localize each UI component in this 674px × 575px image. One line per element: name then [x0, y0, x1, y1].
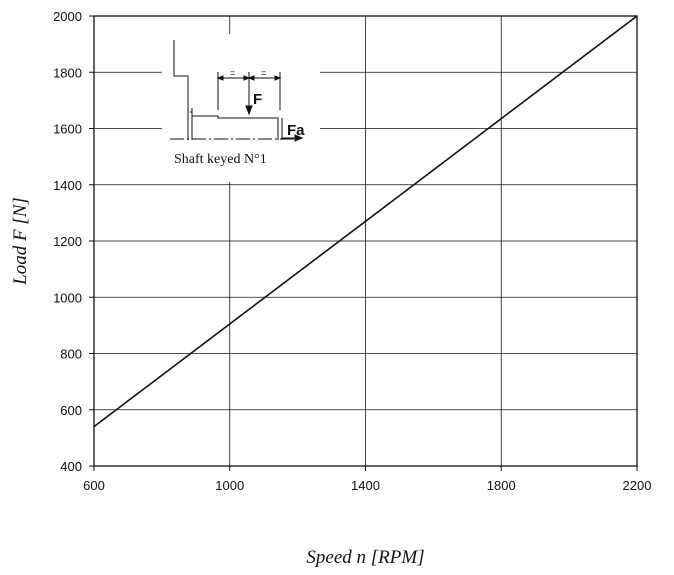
inset-caption: Shaft keyed N°1 [174, 152, 267, 167]
x-tick-label: 1000 [215, 478, 244, 493]
x-axis-title: Speed n [RPM] [306, 547, 424, 568]
y-tick-label: 1600 [53, 122, 82, 137]
y-tick-label: 800 [60, 347, 82, 362]
y-tick-label: 400 [60, 459, 82, 474]
force-label: F [253, 91, 262, 108]
dimension-arrow-right [274, 75, 282, 81]
y-axis: 400 600 800 1000 1200 1400 1600 1800 2000 [53, 9, 94, 474]
y-tick-label: 600 [60, 403, 82, 418]
y-tick-label: 1000 [53, 290, 82, 305]
dimension-arrow-mid-left [243, 75, 251, 81]
y-tick-label: 1800 [53, 65, 82, 80]
axial-force-label: Fa [287, 122, 305, 139]
y-tick-label: 1200 [53, 234, 82, 249]
shaft-shoulder-outline [173, 40, 189, 140]
x-axis: 600 1000 1400 1800 2200 [83, 466, 651, 493]
y-tick-label: 2000 [53, 9, 82, 24]
force-arrow-head [245, 105, 253, 116]
shaft-keyed-diagram [170, 40, 304, 142]
x-tick-label: 1800 [487, 478, 516, 493]
y-axis-title: Load F [N] [10, 197, 31, 286]
dimension-equal-left: = [230, 68, 235, 78]
x-tick-label: 600 [83, 478, 105, 493]
dimension-equal-right: = [261, 68, 266, 78]
x-tick-label: 1400 [351, 478, 380, 493]
dimension-arrow-left [216, 75, 224, 81]
y-tick-label: 1400 [53, 178, 82, 193]
x-tick-label: 2200 [623, 478, 652, 493]
series-line [93, 15, 638, 428]
axial-force-arrow-head [294, 134, 304, 142]
dimension-arrow-mid-right [247, 75, 255, 81]
